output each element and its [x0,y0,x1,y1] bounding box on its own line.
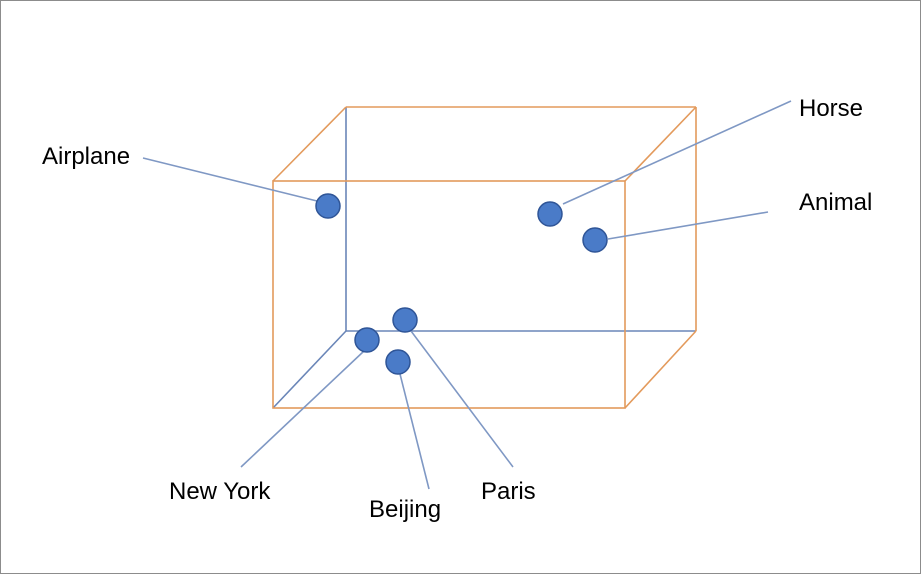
horse-leader-line [562,100,792,205]
top-right-depth-edge [624,106,697,182]
new-york-leader-line [240,350,365,468]
animal-leader-line [607,211,769,240]
horse-point [537,201,563,227]
beijing-label: Beijing [369,496,441,523]
new-york-label: New York [169,478,271,505]
top-left-depth-edge [272,106,347,182]
animal-label: Animal [799,189,872,216]
airplane-point [315,193,341,219]
beijing-leader-line [399,373,430,490]
bottom-right-depth-edge [624,330,697,409]
airplane-leader-line [142,157,318,202]
animal-point [582,227,608,253]
airplane-label: Airplane [42,143,130,170]
front-face [272,180,626,409]
bottom-left-depth-edge [272,330,347,409]
horse-label: Horse [799,95,863,122]
paris-point [392,307,418,333]
new-york-point [354,327,380,353]
beijing-point [385,349,411,375]
paris-leader-line [410,330,514,468]
paris-label: Paris [481,478,536,505]
